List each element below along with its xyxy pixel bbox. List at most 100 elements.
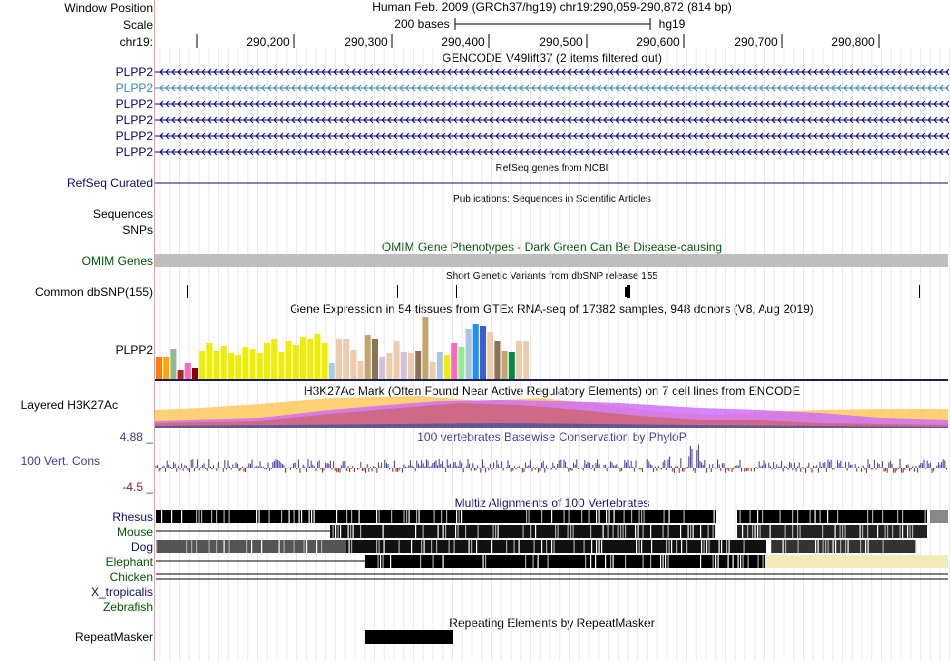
gencode-track-label-2[interactable]: PLPP2 [115, 81, 153, 95]
gtex-tissue-bar [516, 341, 522, 379]
strand-arrow [549, 132, 554, 140]
strand-arrow [261, 132, 266, 140]
strand-arrow [369, 148, 374, 156]
alignment-mismatch [902, 525, 904, 538]
h3k27ac-layered-plot[interactable] [155, 396, 948, 428]
gencode-track-label-1[interactable]: PLPP2 [115, 65, 153, 79]
strand-arrow [741, 132, 746, 140]
strand-arrow [807, 68, 812, 76]
alignment-mismatch [570, 525, 572, 538]
gtex-tissue-bar [501, 351, 508, 379]
gencode-track-label-3[interactable]: PLPP2 [115, 97, 153, 111]
repeatmasker-track-label[interactable]: RepeatMasker [74, 630, 153, 644]
multiz-species-zebrafish[interactable]: Zebrafish [102, 600, 153, 614]
strand-arrow [411, 148, 416, 156]
strand-arrow [579, 68, 584, 76]
alignment-mismatch [376, 510, 378, 523]
conservation-track-label[interactable]: 100 Vert. Cons [20, 454, 100, 468]
alignment-mismatch [337, 525, 339, 538]
strand-arrow [453, 148, 458, 156]
strand-arrow [723, 148, 728, 156]
strand-arrow [303, 84, 308, 92]
strand-arrow [783, 148, 788, 156]
strand-arrow [489, 132, 494, 140]
strand-arrow [771, 100, 776, 108]
gtex-tissue-bar [206, 343, 213, 379]
strand-arrow [645, 132, 650, 140]
strand-arrow [273, 148, 278, 156]
alignment-mismatch [431, 540, 433, 553]
strand-arrow [915, 132, 920, 140]
gtex-tissue-bar [328, 363, 335, 379]
strand-arrow [633, 68, 638, 76]
gtex-tissue-bar [408, 353, 414, 379]
alignment-mismatch [612, 555, 614, 568]
strand-arrow [405, 116, 410, 124]
strand-arrow [663, 84, 668, 92]
strand-arrow [399, 68, 404, 76]
alignment-mismatch [382, 525, 384, 538]
alignment-mismatch [882, 540, 884, 553]
alignment-mismatch [834, 525, 836, 538]
alignment-mismatch [606, 510, 608, 523]
h3k27ac-track-label[interactable]: Layered H3K27Ac [20, 398, 118, 412]
publications-sequences-label[interactable]: Sequences [92, 207, 153, 221]
omim-gene-bar[interactable] [155, 254, 948, 267]
alignment-mismatch [316, 540, 318, 553]
strand-arrow [921, 148, 926, 156]
multiz-species-mouse[interactable]: Mouse [116, 525, 153, 539]
alignment-mismatch [211, 510, 213, 523]
gencode-track[interactable] [155, 68, 950, 156]
strand-arrow [429, 116, 434, 124]
alignment-mismatch [283, 540, 285, 553]
strand-arrow [519, 116, 524, 124]
strand-arrow [573, 116, 578, 124]
strand-arrow [699, 84, 704, 92]
strand-arrow [813, 100, 818, 108]
gencode-track-label-6[interactable]: PLPP2 [115, 145, 153, 159]
strand-arrow [885, 100, 890, 108]
dbsnp-track-label[interactable]: Common dbSNP(155) [34, 285, 153, 299]
multiz-species-rhesus[interactable]: Rhesus [112, 510, 153, 524]
gtex-tissue-bar [156, 357, 162, 379]
strand-arrow [435, 132, 440, 140]
strand-arrow [375, 148, 380, 156]
refseq-track-label[interactable]: RefSeq Curated [66, 176, 153, 190]
multiz-species-dog[interactable]: Dog [130, 540, 153, 554]
publications-snps-label[interactable]: SNPs [122, 223, 153, 237]
strand-arrow [807, 84, 812, 92]
alignment-mismatch [391, 510, 393, 523]
strand-arrow [411, 116, 416, 124]
multiz-alignment-blocks[interactable] [156, 510, 948, 580]
gencode-track-label-4[interactable]: PLPP2 [115, 113, 153, 127]
repeatmasker-element[interactable] [365, 630, 453, 644]
strand-arrow [633, 148, 638, 156]
strand-arrow [843, 148, 848, 156]
alignment-mismatch [541, 540, 543, 553]
multiz-species-elephant[interactable]: Elephant [105, 555, 153, 569]
alignment-mismatch [759, 525, 761, 538]
strand-arrow [699, 148, 704, 156]
strand-arrow [207, 100, 212, 108]
strand-arrow [435, 68, 440, 76]
multiz-species-x-tropicalis[interactable]: X_tropicalis [90, 585, 153, 599]
strand-arrow [177, 132, 182, 140]
multiz-species-chicken[interactable]: Chicken [109, 570, 153, 584]
gtex-track-label[interactable]: PLPP2 [115, 343, 153, 357]
strand-arrow [909, 100, 914, 108]
alignment-mismatch [216, 540, 218, 553]
omim-track-label[interactable]: OMIM Genes [81, 254, 153, 268]
strand-arrow [285, 132, 290, 140]
strand-arrow [411, 100, 416, 108]
dbsnp-track[interactable] [187, 285, 920, 298]
strand-arrow [363, 132, 368, 140]
gtex-barchart[interactable] [156, 317, 530, 379]
phylop-wiggle[interactable] [155, 444, 947, 473]
gencode-track-label-5[interactable]: PLPP2 [115, 129, 153, 143]
strand-arrow [189, 68, 194, 76]
strand-arrow [291, 132, 296, 140]
strand-arrow [585, 116, 590, 124]
strand-arrow [549, 148, 554, 156]
